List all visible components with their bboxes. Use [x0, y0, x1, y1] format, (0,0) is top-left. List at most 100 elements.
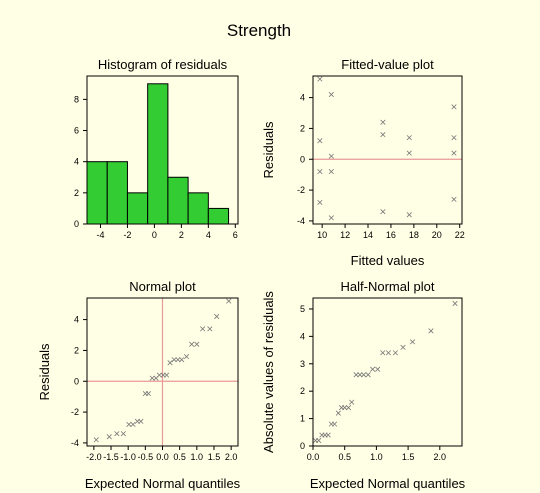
y-tick-label: -4 [71, 438, 79, 448]
half-normal-plot-panel: Half-Normal plot Expected Normal quantile… [261, 279, 466, 491]
histogram-bar [187, 192, 209, 225]
x-tick-label: -0.5 [138, 452, 154, 462]
data-point [138, 418, 144, 424]
panel-title: Normal plot [129, 279, 196, 294]
histogram-panel: Histogram of residuals -4 -2 0 2 4 6 0 2 4 6 8 [74, 57, 239, 240]
x-axis-label: Expected Normal quantiles [310, 476, 466, 491]
plot-frame [312, 297, 463, 447]
data-point [409, 339, 416, 345]
data-point [361, 372, 367, 378]
histogram-bar [167, 176, 189, 225]
data-point [380, 209, 386, 215]
data-point [328, 169, 334, 175]
data-point [167, 360, 173, 366]
data-point [179, 357, 185, 363]
x-tick-label: 18 [409, 230, 419, 240]
plot-frame [86, 75, 239, 225]
y-tick-label: 2 [300, 123, 305, 133]
data-point [194, 341, 200, 347]
data-point [451, 135, 457, 141]
y-tick-label: 2 [74, 188, 79, 198]
data-point [451, 196, 457, 202]
panel-title: Histogram of residuals [98, 57, 228, 72]
y-tick-label: 6 [74, 126, 79, 136]
data-point [451, 150, 457, 156]
data-point [328, 91, 334, 98]
y-axis-label: Residuals [261, 121, 276, 179]
x-tick-label: -1.5 [103, 452, 119, 462]
data-point [325, 432, 331, 438]
x-tick-label: -2.0 [86, 452, 102, 462]
x-tick-label: 1.5 [208, 452, 221, 462]
data-point [130, 421, 136, 427]
data-point [380, 132, 386, 138]
data-point [335, 410, 341, 416]
data-point [380, 119, 386, 125]
data-point [406, 150, 412, 156]
normal-plot-panel: Normal plot Expected Normal quantiles Resi… [37, 279, 241, 491]
data-point [317, 76, 323, 82]
y-tick-label: 4 [300, 331, 305, 341]
data-point [226, 298, 232, 304]
data-point [183, 354, 190, 360]
data-point [451, 104, 457, 110]
data-point [342, 405, 348, 411]
data-point [328, 215, 334, 221]
data-point [106, 434, 112, 440]
histogram-bar [147, 83, 169, 225]
x-axis-label: Fitted values [351, 253, 425, 268]
data-point [400, 344, 406, 350]
data-point [93, 437, 99, 443]
figure-title: Strength [227, 21, 291, 40]
data-point [406, 135, 412, 141]
x-tick-label: 1.5 [402, 452, 415, 462]
data-point [145, 391, 152, 397]
data-point [353, 372, 359, 378]
x-tick-label: 4 [206, 230, 211, 240]
x-tick-label: 10 [317, 230, 327, 240]
x-tick-label: 12 [340, 230, 350, 240]
data-point [156, 372, 162, 378]
panel-title: Half-Normal plot [341, 279, 435, 294]
x-tick-label: 0.5 [338, 452, 351, 462]
data-point [114, 431, 120, 437]
data-point [349, 399, 355, 405]
x-tick-label: 20 [432, 230, 442, 240]
data-point [200, 326, 206, 332]
x-tick-label: 22 [455, 230, 465, 240]
x-tick-label: -2 [123, 230, 131, 240]
x-tick-label: 1.0 [370, 452, 383, 462]
data-point [365, 372, 371, 378]
data-point [317, 169, 323, 175]
x-tick-label: 6 [233, 230, 238, 240]
x-tick-label: 0.5 [173, 452, 186, 462]
data-point [120, 431, 126, 437]
data-point [214, 313, 220, 320]
data-point [175, 357, 181, 363]
x-tick-label: 1.0 [191, 452, 204, 462]
x-tick-label: 0.0 [307, 452, 320, 462]
x-tick-label: 0 [152, 230, 157, 240]
data-point [171, 357, 177, 363]
data-point [316, 437, 322, 444]
x-tick-label: 2.0 [434, 452, 447, 462]
data-point [149, 375, 155, 381]
y-tick-label: -2 [297, 185, 305, 195]
x-axis-label: Expected Normal quantiles [85, 476, 241, 491]
data-point [345, 405, 352, 411]
data-point [164, 372, 170, 378]
x-tick-label: 2.0 [225, 452, 238, 462]
histogram-bar [126, 192, 149, 225]
data-point [380, 350, 386, 356]
y-tick-label: 5 [300, 304, 305, 314]
y-tick-label: 4 [74, 315, 79, 325]
data-point [370, 366, 376, 372]
y-tick-label: 0 [74, 376, 79, 386]
y-tick-label: 4 [300, 93, 305, 103]
histogram-bar [86, 161, 108, 225]
plot-frame [312, 75, 463, 225]
histogram-bar [207, 207, 230, 225]
x-tick-label: 14 [363, 230, 373, 240]
